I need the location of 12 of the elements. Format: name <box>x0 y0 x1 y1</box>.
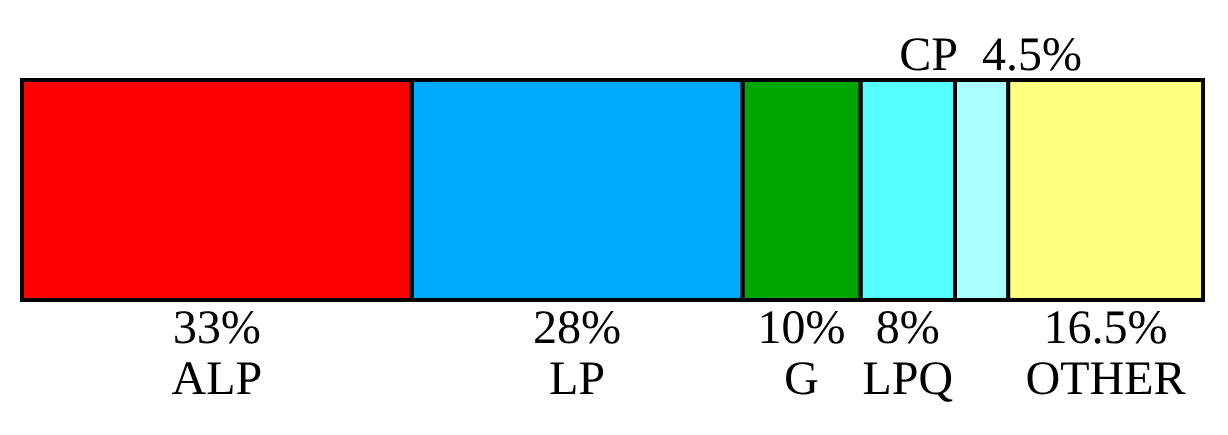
data-label: 4.5% <box>982 38 1081 71</box>
data-label: 33% <box>175 311 260 344</box>
data-label: 8% <box>877 311 939 344</box>
series-label: G <box>786 362 818 395</box>
data-label: 16.5% <box>1047 311 1166 344</box>
series-label: LP <box>550 362 604 394</box>
series-label: CP <box>901 38 957 71</box>
series-label: LPQ <box>863 362 953 402</box>
data-label: 10% <box>761 311 844 344</box>
series-label: ALP <box>172 362 261 394</box>
data-label: 28% <box>535 311 620 344</box>
series-label: OTHER <box>1027 362 1186 395</box>
